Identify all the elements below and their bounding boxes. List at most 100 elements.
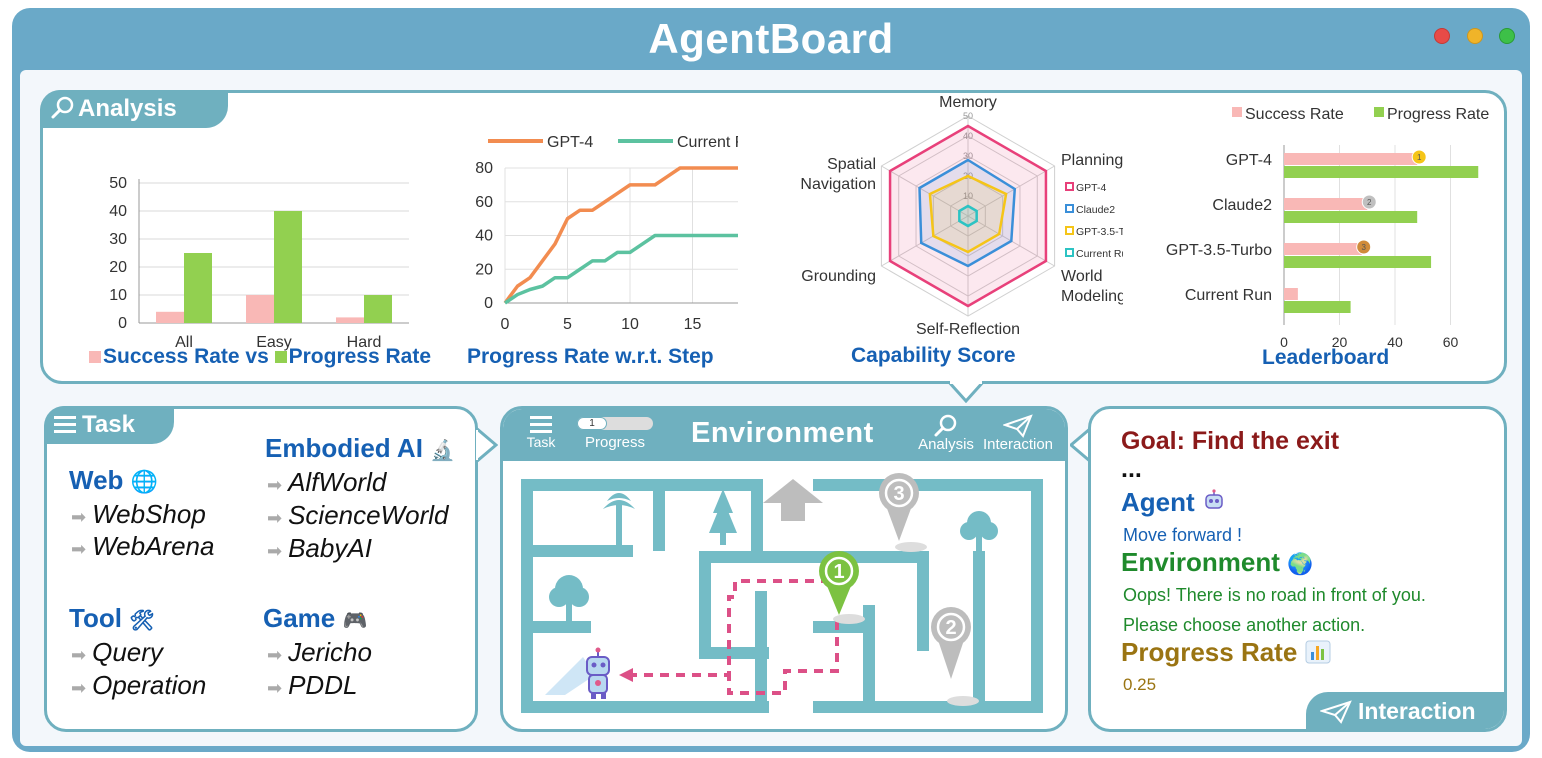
task-tab[interactable]: Task: [44, 406, 174, 444]
maze-walls: [521, 479, 1043, 713]
game-category[interactable]: Game 🎮: [263, 603, 367, 634]
bar-progress-rate: [1284, 211, 1418, 223]
radar-axis-label: Planning: [1061, 152, 1123, 169]
task-item-scienceworld[interactable]: ➡ ScienceWorld: [267, 500, 449, 531]
legend-label: Progress Rate: [1387, 107, 1489, 123]
env-interaction-button[interactable]: Interaction: [979, 413, 1057, 453]
x-tick-label: 10: [621, 316, 639, 333]
tools-icon: 🛠: [129, 610, 155, 632]
bar-success-rate: [156, 311, 184, 323]
paper-plane-icon: [1001, 414, 1033, 438]
radar-axis-label: Self-Reflection: [916, 321, 1020, 338]
task-panel: Task Web 🌐 ➡ WebShop ➡ WebArena Embodied A…: [44, 406, 478, 732]
goal-text: Goal: Find the exit: [1121, 427, 1340, 455]
maze-map: 1 2 3: [521, 473, 1043, 713]
bar-success-rate: [1284, 288, 1298, 300]
environment-header: Task 1 Progress Environment Analysis Int…: [503, 409, 1065, 461]
progress-slider[interactable]: 1: [577, 417, 653, 430]
radar-axis-label: Modeling: [1061, 288, 1123, 305]
robot-icon: [1205, 489, 1223, 509]
env-progress-control[interactable]: 1 Progress: [575, 417, 655, 451]
marker-3-label: 3: [893, 483, 904, 505]
arrow-icon: ➡: [267, 645, 283, 665]
radar-spoke: [967, 165, 1055, 217]
env-analysis-button[interactable]: Analysis: [915, 413, 977, 453]
web-label: Web: [69, 465, 124, 495]
arrow-icon: ➡: [267, 541, 283, 561]
progress-rate-label-text: Progress Rate: [1121, 637, 1298, 667]
task-item-jericho[interactable]: ➡ Jericho: [267, 637, 372, 668]
marker-1-label: 1: [833, 561, 844, 583]
medal-rank-label: 1: [1417, 153, 1422, 162]
analysis-tab-label: Analysis: [78, 95, 177, 122]
minimize-window-button[interactable]: [1467, 28, 1483, 44]
interaction-tab[interactable]: Interaction: [1306, 692, 1504, 729]
environment-label: Environment 🌍: [1121, 547, 1313, 578]
legend-swatch: [1374, 107, 1384, 117]
maximize-window-button[interactable]: [1499, 28, 1515, 44]
task-item-label: Jericho: [288, 637, 372, 667]
task-item-label: AlfWorld: [288, 467, 387, 497]
medal-rank-label: 3: [1361, 243, 1366, 252]
legend-swatch: [1065, 204, 1074, 213]
globe-icon: 🌐: [130, 469, 159, 494]
web-category[interactable]: Web 🌐: [69, 465, 158, 496]
palm-tree-icon: [603, 493, 635, 545]
task-tab-label: Task: [82, 411, 135, 438]
y-tick-label: 0: [118, 315, 127, 332]
gamepad-icon: 🎮: [342, 610, 368, 632]
capability-radar-chart: 1020304050MemoryPlanningWorldModelingSel…: [800, 95, 1123, 338]
progress-rate-swatch: [274, 351, 287, 363]
task-item-babyai[interactable]: ➡ BabyAI: [267, 533, 372, 564]
medal-icon: [1411, 149, 1427, 165]
task-item-pddl[interactable]: ➡ PDDL: [267, 670, 357, 701]
radar-axis-label: World: [1061, 268, 1103, 285]
tree-icon: [960, 511, 998, 551]
success-rate-swatch: [89, 351, 101, 363]
interaction-tab-label: Interaction: [1358, 698, 1476, 724]
radar-axis-label: Navigation: [800, 176, 876, 193]
legend-swatch: [1065, 248, 1074, 257]
environment-message-2: Please choose another action.: [1123, 615, 1366, 635]
env-task-button[interactable]: Task: [521, 415, 561, 450]
bar-progress-rate: [364, 295, 392, 323]
agent-label-text: Agent: [1121, 487, 1195, 517]
bar-progress-rate: [1284, 256, 1432, 268]
x-tick-label: Hard: [347, 334, 382, 351]
radar-axis-label: Grounding: [801, 268, 876, 285]
legend-label: Claude2: [1076, 204, 1115, 216]
legend-swatch: [1065, 182, 1074, 191]
bar-success-rate: [1284, 198, 1368, 210]
series-line-gpt-4: [503, 166, 738, 305]
y-tick-label: 20: [109, 259, 127, 276]
earth-globe-icon: 🌍: [1287, 553, 1314, 576]
arrow-icon: ➡: [71, 507, 87, 527]
task-item-webshop[interactable]: ➡ WebShop: [71, 499, 206, 530]
embodied-category[interactable]: Embodied AI 🔬: [265, 433, 455, 464]
medal-rank-label: 2: [1367, 198, 1372, 207]
close-window-button[interactable]: [1434, 28, 1450, 44]
bar-success-rate: [336, 317, 364, 323]
bar-success-rate: [1284, 153, 1418, 165]
task-item-query[interactable]: ➡ Query: [71, 637, 163, 668]
pine-tree-icon: [709, 489, 737, 545]
task-item-webarena[interactable]: ➡ WebArena: [71, 531, 214, 562]
tool-category[interactable]: Tool 🛠: [69, 603, 155, 634]
radar-series-gpt-4: [888, 124, 1048, 308]
y-tick-label: 30: [109, 231, 127, 248]
y-tick-label: Claude2: [1212, 197, 1272, 214]
task-item-alfworld[interactable]: ➡ AlfWorld: [267, 467, 386, 498]
legend-swatch: [1065, 226, 1074, 235]
bar-success-rate: [246, 295, 274, 323]
leaderboard-chart-title: Leaderboard: [1262, 346, 1390, 369]
agent-label: Agent: [1121, 487, 1226, 518]
task-item-operation[interactable]: ➡ Operation: [71, 670, 206, 701]
arrow-icon: ➡: [71, 678, 87, 698]
analysis-tab[interactable]: Analysis: [40, 90, 228, 128]
y-tick-label: 0: [484, 295, 493, 312]
env-interaction-label: Interaction: [982, 436, 1054, 453]
env-task-label: Task: [526, 434, 556, 450]
menu-icon: [530, 416, 552, 433]
radar-axis-label: Memory: [939, 95, 997, 111]
